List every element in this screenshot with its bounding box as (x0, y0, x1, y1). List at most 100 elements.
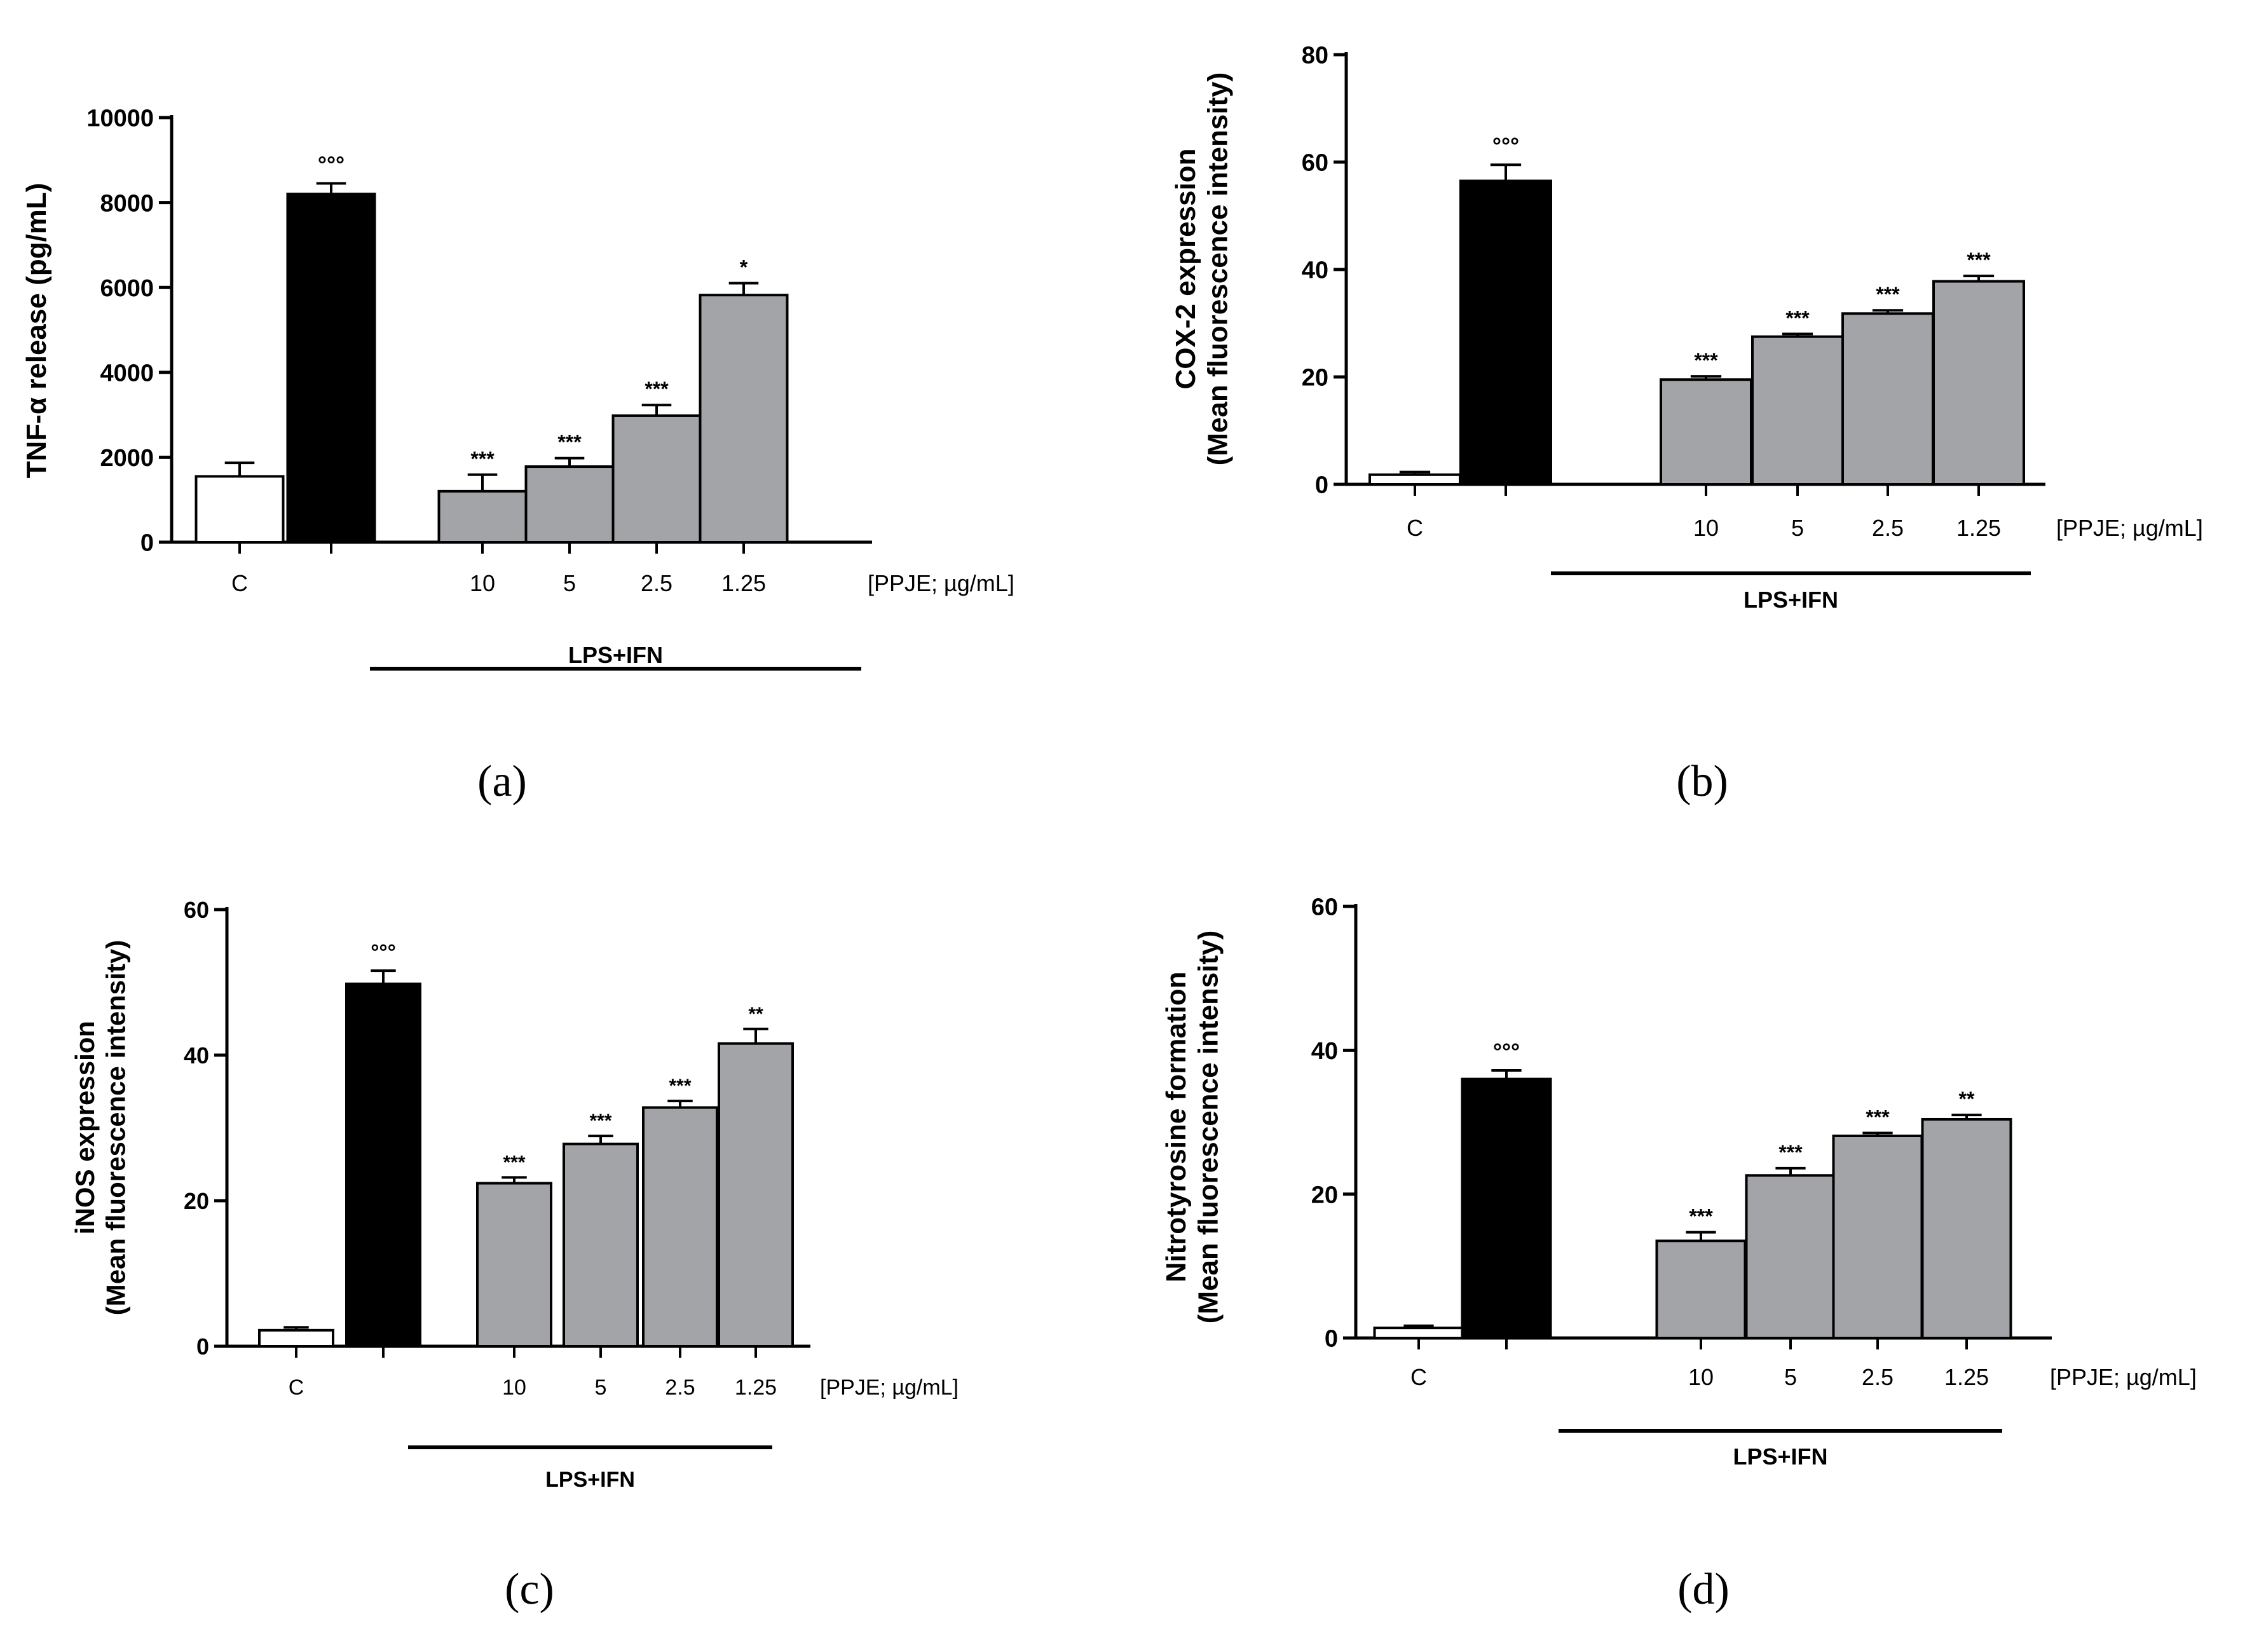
bar (642, 1106, 718, 1348)
y-axis-title-line: (Mean fluorescence intensity) (1193, 931, 1224, 1324)
significance-marker: *** (470, 447, 495, 470)
dose-unit-label: [PPJE; µg/mL] (820, 1376, 959, 1400)
bar (1655, 1239, 1747, 1339)
bar (286, 193, 376, 543)
bar (1921, 1117, 2012, 1340)
significance-marker: ** (1959, 1088, 1975, 1110)
panel-label: (d) (1677, 1565, 1730, 1614)
y-axis-title-line: (Mean fluorescence intensity) (100, 940, 130, 1315)
bar (1745, 1174, 1836, 1339)
y-axis-title-line: (Mean fluorescence intensity) (1203, 72, 1234, 466)
y-tick-label: 0 (140, 530, 154, 557)
y-axis-title-line: iNOS expression (70, 1021, 100, 1234)
dose-unit-label: [PPJE; µg/mL] (868, 570, 1014, 596)
x-category-label: 10 (1688, 1364, 1714, 1390)
panel-label: (a) (477, 757, 527, 806)
y-axis-title: COX-2 expression(Mean fluorescence inten… (1170, 72, 1234, 466)
significance-marker: *** (1689, 1205, 1713, 1228)
y-axis-title-line: COX-2 expression (1170, 148, 1201, 389)
bar (524, 465, 615, 544)
bar (718, 1042, 794, 1348)
x-category-label: C (231, 570, 248, 596)
bar (194, 475, 285, 544)
y-tick-label: 8000 (100, 190, 154, 217)
x-category-label: C (289, 1376, 304, 1400)
bar (1373, 1327, 1464, 1340)
x-category-label: C (1407, 515, 1423, 541)
x-category-label: C (1410, 1364, 1427, 1390)
bar (1459, 179, 1552, 486)
y-tick-label: 2000 (100, 445, 154, 472)
dose-unit-label: [PPJE; µg/mL] (2056, 515, 2203, 541)
y-tick-label: 60 (184, 897, 209, 923)
x-category-label: 1.25 (721, 570, 766, 596)
x-category-label: 2.5 (1872, 515, 1904, 541)
chart-panel-b: 0 20 40 60 80 C °°° *** 10 *** 5 *** 2.5 *** 1.25 [PPJE… (1170, 43, 2203, 806)
y-tick-label: 20 (1311, 1182, 1338, 1208)
chart-panel-c: 0 20 40 60 C °°° *** 10 *** 5 *** 2.5 ** 1.25 [PPJE; µ… (70, 897, 959, 1614)
bar (1832, 1135, 1923, 1340)
significance-marker: *** (1694, 349, 1718, 372)
y-tick-label: 10000 (86, 106, 154, 132)
y-tick-label: 6000 (100, 275, 154, 302)
x-category-label: 1.25 (1956, 515, 2001, 541)
x-category-label: 5 (595, 1376, 607, 1400)
x-category-label: 1.25 (735, 1376, 777, 1400)
significance-marker: * (740, 256, 748, 279)
y-axis-title-line: Nitrotyrosine formation (1161, 972, 1192, 1283)
significance-marker: ** (748, 1004, 763, 1025)
panel-label: (b) (1676, 757, 1728, 806)
y-tick-label: 40 (1311, 1038, 1338, 1065)
y-tick-label: 20 (184, 1188, 209, 1214)
y-axis-title: TNF-α release (pg/mL) (21, 183, 52, 479)
bar (611, 414, 702, 543)
panel-label: (c) (505, 1565, 554, 1614)
bar (563, 1142, 639, 1348)
group-label: LPS+IFN (1744, 587, 1838, 613)
bar (699, 294, 789, 543)
significance-marker: *** (645, 378, 669, 400)
y-tick-label: 4000 (100, 360, 154, 386)
bar (258, 1328, 334, 1348)
group-label: LPS+IFN (1733, 1444, 1827, 1470)
x-category-label: 2.5 (665, 1376, 695, 1400)
bar (1368, 473, 1461, 486)
chart-panel-a: 0 2000 4000 6000 8000 10000 C °°° *** 10 *** 5 *** 2.… (21, 106, 1014, 806)
bar (345, 982, 421, 1348)
significance-vs-control: °°° (371, 940, 396, 964)
bar (1841, 312, 1934, 486)
x-category-label: 5 (1791, 515, 1804, 541)
y-tick-label: 60 (1302, 150, 1328, 177)
significance-marker: *** (1967, 249, 1991, 271)
y-axis-title-line: TNF-α release (pg/mL) (21, 183, 52, 479)
bar (1461, 1077, 1552, 1339)
x-category-label: 10 (470, 570, 495, 596)
significance-vs-control: °°° (318, 153, 345, 177)
significance-marker: *** (503, 1152, 525, 1173)
significance-marker: *** (1785, 306, 1810, 329)
bar (437, 489, 528, 544)
x-category-label: 5 (1784, 1364, 1797, 1390)
significance-marker: *** (589, 1110, 611, 1131)
x-category-label: 10 (502, 1376, 526, 1400)
x-category-label: 10 (1693, 515, 1719, 541)
significance-vs-control: °°° (1493, 1039, 1520, 1064)
x-category-label: 2.5 (1862, 1364, 1894, 1390)
y-axis-title: Nitrotyrosine formation(Mean fluorescenc… (1161, 931, 1224, 1324)
group-label: LPS+IFN (568, 642, 663, 668)
x-category-label: 5 (563, 570, 576, 596)
significance-marker: *** (557, 431, 582, 454)
bar (1751, 335, 1844, 486)
y-tick-label: 0 (1315, 472, 1328, 499)
bar (1660, 378, 1752, 486)
y-axis-title: iNOS expression(Mean fluorescence intens… (70, 940, 130, 1315)
y-tick-label: 0 (196, 1334, 209, 1360)
y-tick-label: 20 (1302, 365, 1328, 392)
bar (476, 1182, 552, 1348)
significance-marker: *** (1866, 1105, 1890, 1128)
chart-panel-d: 0 20 40 60 C °°° *** 10 *** 5 *** 2.5 ** 1.25 [PPJE; µ… (1161, 894, 2197, 1614)
y-tick-label: 0 (1325, 1326, 1338, 1353)
significance-vs-control: °°° (1492, 133, 1519, 158)
y-tick-label: 80 (1302, 43, 1328, 69)
